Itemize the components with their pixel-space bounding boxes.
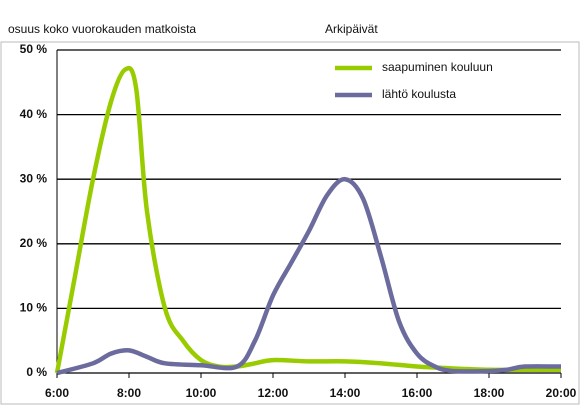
x-tick-label: 10:00: [186, 386, 217, 400]
y-tick-label: 10 %: [20, 301, 48, 315]
legend-label: saapuminen kouluun: [382, 60, 493, 74]
y-tick-label: 20 %: [20, 236, 48, 250]
x-tick-label: 16:00: [402, 386, 433, 400]
y-axis-label: osuus koko vuorokauden matkoista: [8, 22, 196, 36]
plot-frame: [0, 41, 580, 405]
y-tick-label: 30 %: [20, 171, 48, 185]
y-tick-label: 50 %: [20, 42, 48, 56]
x-tick-label: 14:00: [330, 386, 361, 400]
x-tick-label: 12:00: [258, 386, 289, 400]
y-tick-label: 40 %: [20, 107, 48, 121]
x-tick-label: 20:00: [546, 386, 577, 400]
x-tick-label: 8:00: [117, 386, 141, 400]
y-tick-label: 0 %: [26, 365, 47, 379]
legend-label: lähtö koulusta: [382, 87, 456, 101]
chart-title: Arkipäivät: [325, 22, 378, 36]
line: [54, 65, 561, 374]
line: [56, 176, 562, 376]
x-tick-label: 18:00: [474, 386, 505, 400]
x-tick-label: 6:00: [45, 386, 69, 400]
